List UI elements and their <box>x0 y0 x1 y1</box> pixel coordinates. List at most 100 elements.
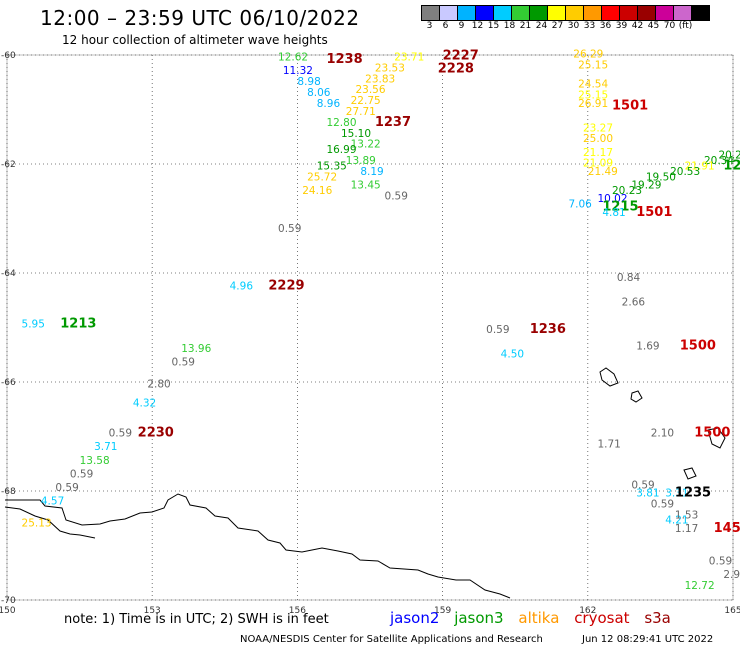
pass-time-label: 1215 <box>602 199 638 214</box>
wave-height-label: 0.59 <box>70 468 93 480</box>
wave-height-label: 1.53 <box>675 509 698 521</box>
scale-swatch <box>529 5 548 21</box>
wave-height-label: 25.15 <box>578 90 608 102</box>
scale-label: 18 <box>503 21 516 31</box>
wave-height-label: 1.17 <box>675 523 698 535</box>
wave-height-label: 24.16 <box>302 185 332 197</box>
pass-time-label: 1501 <box>612 99 648 114</box>
lon-tick-label: 162 <box>579 606 596 616</box>
wave-height-label: 2.80 <box>147 378 170 390</box>
wave-height-label: 8.96 <box>317 98 341 110</box>
scale-label: 24 <box>535 21 548 31</box>
wave-height-label: 0.59 <box>709 556 732 568</box>
scale-swatch <box>457 5 476 21</box>
pass-time-label: 2228 <box>438 61 474 76</box>
pass-time-label: 2230 <box>138 426 174 441</box>
lon-tick-label: 156 <box>289 606 306 616</box>
scale-label: 30 <box>567 21 580 31</box>
wave-height-label: 2.66 <box>622 297 646 309</box>
wave-height-label: 21.17 <box>583 147 613 159</box>
wave-height-label: 0.59 <box>172 357 195 369</box>
pass-time-label: 1238 <box>326 52 362 67</box>
footer-note: note: 1) Time is in UTC; 2) SWH is in fe… <box>64 612 329 627</box>
sat-jason3: jason3 <box>454 609 504 627</box>
pass-time-label: 1235 <box>675 485 711 500</box>
scale-label: 42 <box>631 21 644 31</box>
wave-height-label: 8.98 <box>297 76 320 88</box>
scale-swatch <box>619 5 638 21</box>
wave-height-label: 21.91 <box>685 160 715 172</box>
wave-height-label: 26.91 <box>578 98 608 110</box>
wave-height-label: 13.45 <box>351 180 381 192</box>
lat-tick-label: -64 <box>1 269 16 279</box>
wave-height-label: 0.59 <box>278 223 301 235</box>
lat-tick-label: -66 <box>1 378 16 388</box>
sat-cryosat: cryosat <box>574 609 630 627</box>
scale-label: 33 <box>583 21 596 31</box>
lon-tick-label: 150 <box>0 606 16 616</box>
wave-height-label: 0.59 <box>631 479 654 491</box>
scale-swatch <box>439 5 458 21</box>
wave-height-label: 13.22 <box>351 139 381 151</box>
wave-height-label: 25.72 <box>307 171 337 183</box>
wave-height-label: 23.53 <box>375 62 405 74</box>
wave-height-label: 8.19 <box>360 166 383 178</box>
pass-time-label: 1459 <box>714 521 740 536</box>
wave-height-label: 3.71 <box>94 441 117 453</box>
wave-height-label: 2.10 <box>651 428 674 440</box>
pass-time-label: 1500 <box>694 426 730 441</box>
wave-height-label: 3.81 <box>636 487 659 499</box>
scale-swatch <box>673 5 692 21</box>
wave-height-label: 5.95 <box>22 319 45 331</box>
page-subtitle: 12 hour collection of altimeter wave hei… <box>62 33 328 47</box>
pass-time-label: 2227 <box>443 48 479 63</box>
wave-height-label: 12.72 <box>685 580 715 592</box>
wave-height-label: 16.99 <box>326 144 356 156</box>
scale-swatch <box>493 5 512 21</box>
wave-height-label: 19.29 <box>631 180 661 192</box>
pass-time-label: 2229 <box>268 278 304 293</box>
wave-height-label: 0.59 <box>486 324 509 336</box>
scale-label: 70 <box>663 21 676 31</box>
wave-height-label: 1.71 <box>597 438 620 450</box>
wave-height-label: 21.49 <box>588 166 618 178</box>
scale-swatch <box>421 5 440 21</box>
pass-time-label: 1213 <box>723 158 740 173</box>
observation-layer: 12.62 1238 11.328.988.068.96 23.7123.5323.8… <box>22 48 740 592</box>
wave-height-label: 26.29 <box>573 49 603 61</box>
wave-height-label: 13.96 <box>181 343 211 355</box>
scale-swatch <box>637 5 656 21</box>
sat-altika: altika <box>518 609 560 627</box>
wave-height-label: 20.34 <box>704 155 734 167</box>
wave-height-label: 25.00 <box>583 133 613 145</box>
wave-height-label: 23.27 <box>583 122 613 134</box>
scale-swatch <box>601 5 620 21</box>
page-title: 12:00 – 23:59 UTC 06/10/2022 <box>40 6 360 30</box>
wave-height-label: 27.71 <box>346 106 376 118</box>
scale-swatch <box>691 5 710 21</box>
pass-time-label: 1501 <box>636 205 672 220</box>
wave-height-label: 0.59 <box>55 482 78 494</box>
scale-label: (ft) <box>678 21 693 31</box>
wave-height-label: 22.75 <box>351 95 381 107</box>
wave-height-label: 4.57 <box>41 496 64 508</box>
wave-height-label: 20.23 <box>612 185 642 197</box>
wave-height-label: 24.54 <box>578 79 608 91</box>
generation-timestamp: Jun 12 08:29:41 UTC 2022 <box>582 634 714 645</box>
lat-tick-label: -62 <box>1 160 16 170</box>
wave-height-label: 25.15 <box>578 60 608 72</box>
lon-tick-label: 165 <box>724 606 740 616</box>
sat-s3a: s3a <box>644 609 671 627</box>
wave-height-label: 0.59 <box>385 190 408 202</box>
sat-jason2: jason2 <box>390 609 440 627</box>
wave-height-label: 11.32 <box>283 65 313 77</box>
pass-time-label: 1500 <box>680 338 716 353</box>
wave-height-label: 4.21 <box>665 515 688 527</box>
wave-height-label: 0.59 <box>109 428 132 440</box>
scale-label: 39 <box>615 21 628 31</box>
wave-height-label: 13.58 <box>80 455 110 467</box>
credit-line: NOAA/NESDIS Center for Satellite Applica… <box>240 634 543 645</box>
wave-height-label: 13.89 <box>346 155 376 167</box>
satellite-legend: jason2 jason3 altika cryosat s3a <box>390 609 681 627</box>
map-grid: 150 153 156 159 162 165 -60 -62 -64 -66 -68 -70 <box>0 51 740 616</box>
